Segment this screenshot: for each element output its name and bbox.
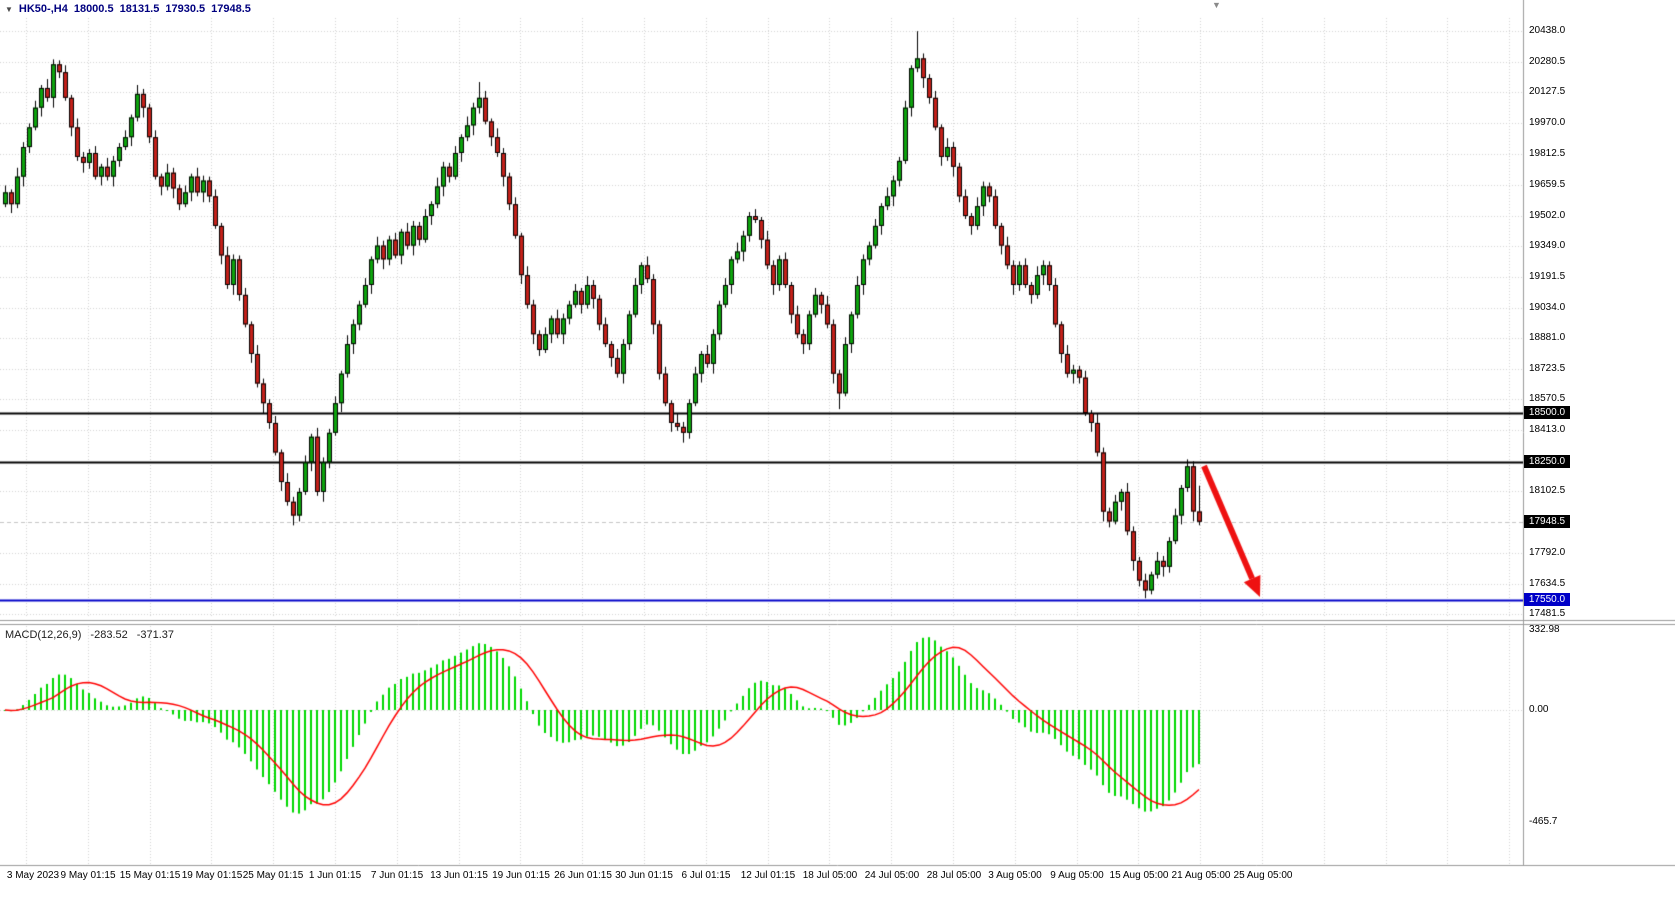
time-tick-label: 19 Jun 01:15 — [492, 870, 550, 881]
price-tick-label: 18723.5 — [1529, 363, 1566, 375]
price-tick-label: 19970.0 — [1529, 117, 1566, 129]
macd-tick-label: 0.00 — [1529, 704, 1549, 715]
time-tick-label: 9 May 01:15 — [60, 870, 116, 881]
price-tick-label: 19812.5 — [1529, 148, 1566, 160]
price-tick-label: 19659.5 — [1529, 178, 1566, 190]
time-tick-label: 25 May 01:15 — [242, 870, 304, 881]
time-tick-label: 30 Jun 01:15 — [615, 870, 673, 881]
macd-main-value: -283.52 — [90, 629, 128, 641]
price-tick-label: 17634.5 — [1529, 577, 1566, 589]
time-tick-label: 7 Jun 01:15 — [370, 870, 424, 881]
price-tick-label: 17481.5 — [1529, 607, 1566, 619]
time-tick-label: 15 May 01:15 — [119, 870, 181, 881]
ohlc-close-value: 17948.5 — [211, 3, 251, 15]
price-badge: 17550.0 — [1524, 593, 1570, 607]
price-tick-label: 17792.0 — [1529, 546, 1566, 558]
time-tick-label: 9 Aug 05:00 — [1050, 870, 1104, 881]
time-tick-label: 26 Jun 01:15 — [554, 870, 612, 881]
time-tick-label: 28 Jul 05:00 — [926, 870, 982, 881]
price-tick-label: 18102.5 — [1529, 485, 1566, 497]
time-tick-label: 15 Aug 05:00 — [1109, 870, 1169, 881]
macd-name: MACD(12,26,9) — [5, 629, 82, 641]
price-tick-label: 19349.0 — [1529, 239, 1566, 251]
price-tick-label: 19034.0 — [1529, 301, 1566, 313]
price-tick-label: 18413.0 — [1529, 424, 1566, 436]
time-tick-label: 18 Jul 05:00 — [802, 870, 858, 881]
time-tick-label: 13 Jun 01:15 — [430, 870, 488, 881]
time-tick-label: 25 Aug 05:00 — [1233, 870, 1293, 881]
time-tick-label: 24 Jul 05:00 — [864, 870, 920, 881]
macd-indicator-label: MACD(12,26,9) -283.52 -371.37 — [5, 629, 174, 641]
symbol-timeframe-label: HK50-,H4 — [18, 3, 68, 15]
ohlc-open-value: 18000.5 — [73, 3, 114, 15]
macd-signal-value: -371.37 — [136, 629, 175, 641]
macd-tick-label: 332.98 — [1529, 624, 1560, 636]
symbol-info-bar: ▼ HK50-,H4 18000.5 18131.5 17930.5 17948… — [5, 3, 251, 15]
price-tick-label: 19502.0 — [1529, 209, 1566, 221]
price-tick-label: 19191.5 — [1529, 270, 1566, 282]
time-tick-label: 3 May 2023 — [6, 870, 60, 881]
time-tick-label: 21 Aug 05:00 — [1171, 870, 1231, 881]
time-tick-label: 3 Aug 05:00 — [988, 870, 1042, 881]
price-tick-label: 20127.5 — [1529, 86, 1566, 98]
time-tick-label: 6 Jul 01:15 — [681, 870, 731, 881]
chart-shift-marker-icon[interactable]: ▼ — [1212, 0, 1221, 10]
time-tick-label: 19 May 01:15 — [181, 870, 243, 881]
price-badge: 18250.0 — [1524, 455, 1570, 469]
time-tick-label: 1 Jun 01:15 — [308, 870, 362, 881]
price-tick-label: 18570.5 — [1529, 393, 1566, 405]
price-tick-label: 20438.0 — [1529, 25, 1566, 37]
chart-menu-dropdown-icon[interactable]: ▼ — [5, 4, 13, 14]
price-tick-label: 18881.0 — [1529, 332, 1566, 343]
price-badge: 18500.0 — [1524, 406, 1570, 420]
macd-tick-label: -465.7 — [1529, 815, 1558, 827]
ohlc-low-value: 17930.5 — [165, 3, 206, 15]
ohlc-high-value: 18131.5 — [119, 3, 160, 15]
price-tick-label: 20280.5 — [1529, 56, 1566, 68]
time-tick-label: 12 Jul 01:15 — [740, 870, 796, 881]
price-badge: 17948.5 — [1524, 514, 1570, 528]
